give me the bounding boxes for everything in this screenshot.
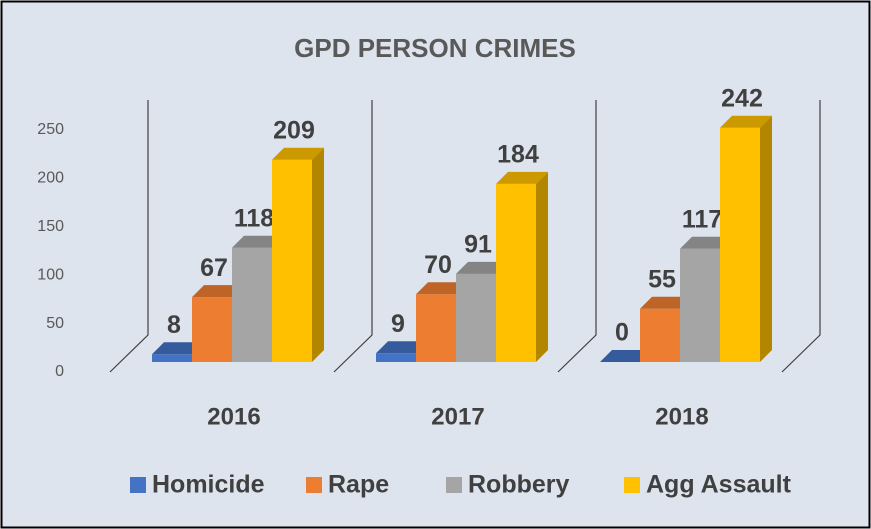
- bar-top: [720, 115, 772, 128]
- legend-label: Agg Assault: [646, 471, 792, 499]
- chart-title: GPD PERSON CRIMES: [294, 33, 576, 63]
- legend-swatch: [130, 477, 146, 493]
- bar-front: [680, 248, 720, 362]
- data-label: 209: [273, 116, 315, 144]
- data-label: 8: [167, 311, 181, 339]
- y-tick-label: 200: [37, 170, 64, 187]
- data-label: 55: [648, 265, 676, 293]
- bar-top: [416, 282, 468, 295]
- y-tick-label: 100: [37, 266, 64, 283]
- wall-line: [781, 100, 821, 373]
- legend-item: Homicide: [130, 471, 265, 499]
- bar-front: [456, 273, 496, 362]
- legend-item: Rape: [306, 471, 389, 499]
- y-tick-label: 0: [55, 363, 64, 380]
- legend-label: Homicide: [152, 471, 265, 499]
- bar-front: [496, 183, 536, 362]
- data-label: 242: [721, 84, 763, 112]
- wall-line: [109, 100, 149, 373]
- wall-line: [557, 100, 597, 373]
- data-label: 9: [391, 310, 405, 338]
- bar-side: [536, 171, 548, 362]
- bar-top: [376, 341, 428, 354]
- bar-top: [456, 261, 508, 274]
- legend-swatch: [306, 477, 322, 493]
- bar: [600, 350, 652, 362]
- data-label: 117: [682, 205, 722, 233]
- y-tick-label: 50: [46, 315, 64, 332]
- data-label: 70: [424, 251, 452, 279]
- bar: [496, 171, 548, 362]
- bar-top: [600, 350, 652, 362]
- wall-line: [333, 100, 373, 373]
- bar-front: [640, 308, 680, 362]
- bar-front: [272, 159, 312, 362]
- y-tick-label: 150: [37, 218, 64, 235]
- bar-front: [416, 294, 456, 362]
- data-label: 118: [234, 204, 274, 232]
- legend-label: Robbery: [468, 471, 570, 499]
- bar-top: [232, 235, 284, 248]
- legend-label: Rape: [328, 471, 389, 499]
- data-label: 0: [615, 319, 629, 347]
- bar-side: [312, 147, 324, 362]
- bar: [272, 147, 324, 362]
- legend-swatch: [624, 477, 640, 493]
- bar-top: [640, 296, 692, 309]
- bar-top: [272, 147, 324, 160]
- legend-item: Agg Assault: [624, 471, 792, 499]
- bar-side: [760, 115, 772, 362]
- x-tick-label: 2016: [207, 403, 260, 430]
- bar-front: [376, 353, 416, 362]
- data-label: 91: [464, 231, 492, 259]
- bar-top: [496, 171, 548, 184]
- bar-front: [232, 247, 272, 362]
- data-label: 67: [200, 254, 228, 282]
- bar: [720, 115, 772, 362]
- bar-top: [680, 236, 732, 249]
- bar-front: [720, 127, 760, 362]
- x-tick-label: 2017: [431, 403, 484, 430]
- bar-top: [152, 342, 204, 355]
- legend-item: Robbery: [446, 471, 570, 499]
- bar-front: [192, 297, 232, 362]
- y-tick-label: 250: [37, 121, 64, 138]
- legend-swatch: [446, 477, 462, 493]
- walls: [109, 100, 821, 373]
- x-tick-label: 2018: [655, 403, 708, 430]
- bar-top: [192, 285, 244, 298]
- bar-front: [152, 354, 192, 362]
- data-label: 184: [497, 140, 539, 168]
